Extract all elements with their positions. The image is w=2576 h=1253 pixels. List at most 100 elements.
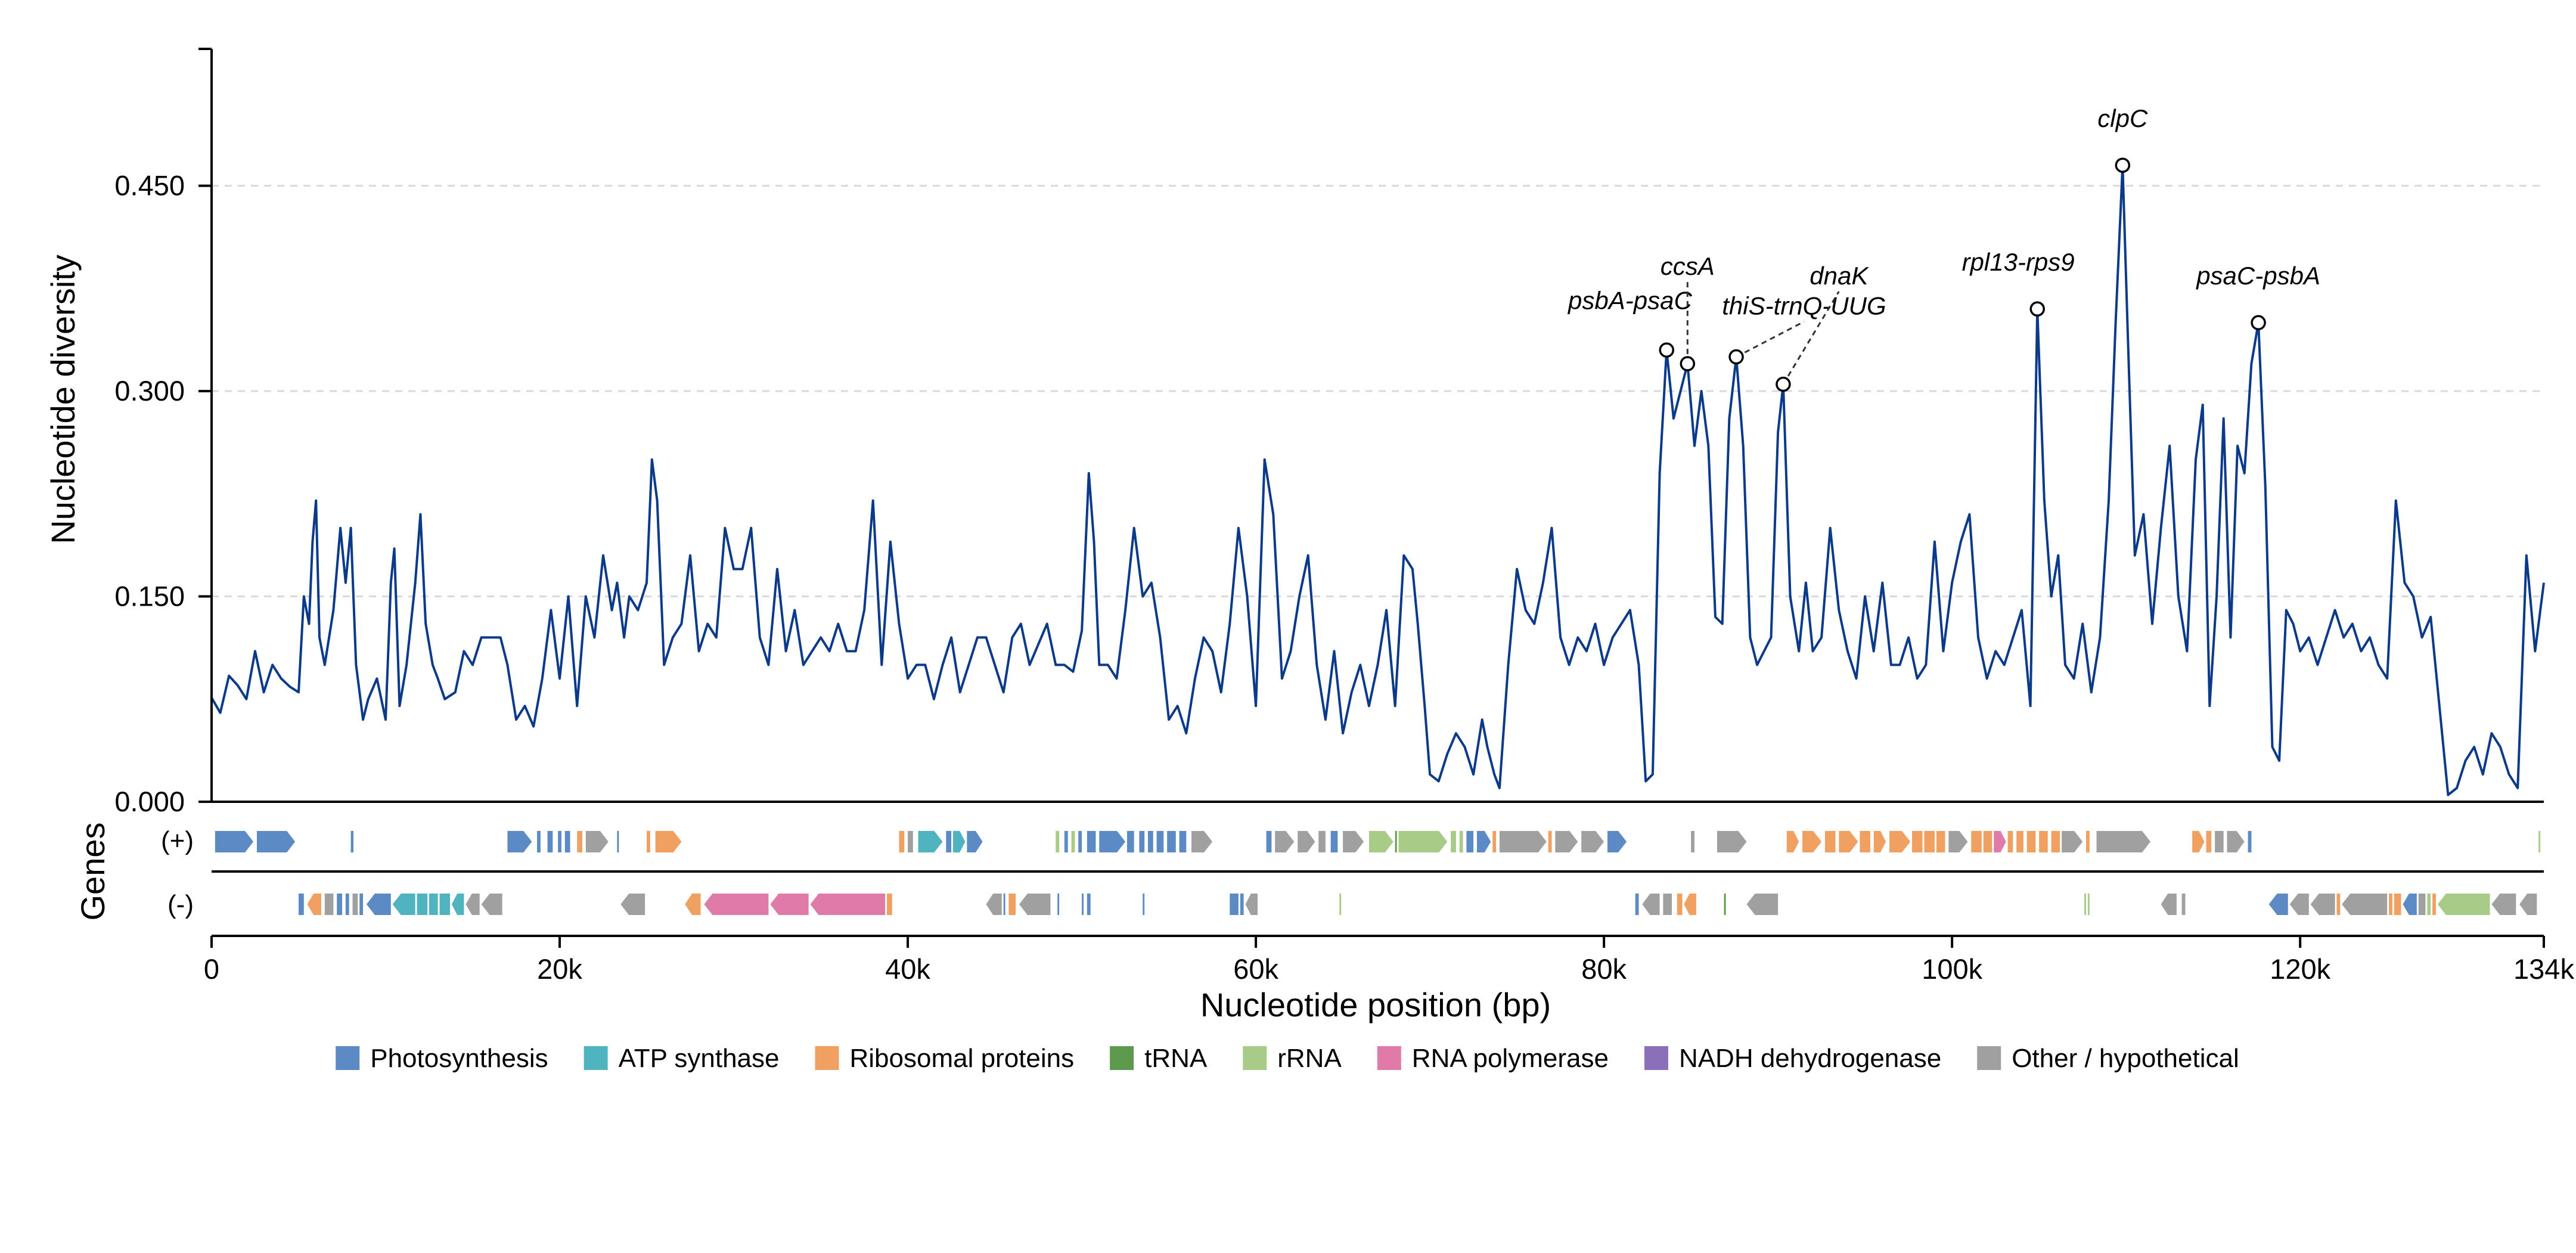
gene-block-ribo (1983, 831, 1992, 852)
gene-block-ribo (2206, 831, 2212, 852)
x-tick-label: 20k (537, 953, 582, 985)
gene-block-rnap (770, 894, 809, 915)
gene-block-photo (507, 831, 532, 852)
gene-block-ribo (2336, 894, 2341, 915)
gene-block-other (1691, 831, 1694, 852)
gene-block-other (324, 894, 334, 915)
gene-block-other (465, 894, 480, 915)
x-axis-title: Nucleotide position (bp) (1200, 986, 1551, 1024)
gene-block-photo (1230, 894, 1239, 915)
minus-strand-label: (-) (167, 890, 194, 919)
peak-marker (2251, 315, 2266, 331)
x-tick-label: 60k (1233, 953, 1278, 985)
gene-block-ribo (1924, 831, 1935, 852)
gene-block-other (1555, 831, 1578, 852)
gene-block-photo (558, 831, 561, 852)
gene-block-other (1642, 894, 1660, 915)
legend-label: Ribosomal proteins (849, 1044, 1074, 1073)
gene-block-photo (564, 831, 570, 852)
gene-block-rrna (2538, 831, 2541, 852)
gene-block-other (1019, 894, 1051, 915)
gene-block-photo (1064, 831, 1068, 852)
x-tick-label: 100k (1922, 953, 1982, 985)
gene-block-other (2227, 831, 2245, 852)
legend-label: ATP synthase (619, 1044, 780, 1073)
gene-block-other (1948, 831, 1968, 852)
gene-block-other (2096, 831, 2151, 852)
legend-label: tRNA (1144, 1044, 1208, 1073)
gene-block-ribo (899, 831, 905, 852)
gene-block-photo (366, 894, 391, 915)
gene-block-atp (417, 894, 428, 915)
gene-block-photo (1087, 831, 1096, 852)
grid-lines (212, 185, 2544, 598)
peak-label: thiS-trnQ-UUG (1722, 291, 1886, 320)
gene-block-photo (1266, 831, 1272, 852)
gene-block-photo (946, 831, 952, 852)
gene-block-photo (1240, 894, 1244, 915)
gene-block-photo (547, 831, 553, 852)
gene-block-other (1245, 894, 1258, 915)
gene-block-photo (1003, 894, 1005, 915)
gene-block-atp (451, 894, 464, 915)
gene-block-rrna (1368, 831, 1393, 852)
gene-block-other (585, 831, 609, 852)
gene-block-photo (256, 831, 296, 852)
gene-block-ribo (2432, 894, 2436, 915)
y-tick-label: 0.300 (114, 375, 185, 407)
x-tick-label: 120k (2270, 953, 2330, 985)
gene-block-other (1275, 831, 1295, 852)
legend-label: Photosynthesis (370, 1044, 548, 1073)
gene-block-photo (617, 831, 619, 852)
gene-block-ribo (685, 894, 701, 915)
x-axis: 0 20k 40k 60k 80k 100k 120k 134k (204, 935, 2574, 985)
gene-block-ribo (887, 894, 892, 915)
gene-block-other (2491, 894, 2516, 915)
gene-block-other (481, 894, 502, 915)
peak-label: ccsA (1661, 252, 1715, 280)
peak-marker (2029, 301, 2045, 317)
gene-block-photo (1078, 831, 1082, 852)
gene-block-ribo (2389, 894, 2392, 915)
legend-label: RNA polymerase (1412, 1044, 1609, 1073)
gene-block-ribo (1802, 831, 1822, 852)
gene-block-atp (952, 831, 966, 852)
gene-block-ribo (1548, 831, 1552, 852)
legend-swatch (815, 1046, 839, 1070)
gene-block-ribo (1971, 831, 1982, 852)
gene-block-ribo (1873, 831, 1886, 852)
gene-block-photo (1139, 831, 1145, 852)
gene-block-photo (337, 894, 343, 915)
x-tick-label: 134k (2513, 953, 2574, 985)
peak-marker (1659, 342, 1674, 358)
gene-block-ribo (1677, 894, 1683, 915)
gene-block-other (2161, 894, 2177, 915)
gene-block-other (1318, 831, 1326, 852)
gene-block-other (1663, 894, 1672, 915)
gene-block-photo (1057, 894, 1060, 915)
y-tick-label: 0.000 (114, 786, 185, 817)
gene-block-ribo (2026, 831, 2036, 852)
gene-block-photo (1148, 831, 1153, 852)
gene-block-other (2289, 894, 2309, 915)
gene-block-photo (1179, 831, 1187, 852)
gene-block-photo (1466, 831, 1474, 852)
gene-block-rrna (1459, 831, 1463, 852)
gene-block-photo (1635, 894, 1639, 915)
legend-swatch (336, 1046, 360, 1070)
plus-strand-label: (+) (161, 826, 194, 855)
y-axis-title: Nucleotide diversity (44, 255, 82, 544)
gene-block-ribo (1786, 831, 1799, 852)
gene-block-rnap (704, 894, 769, 915)
legend-swatch (1977, 1046, 2001, 1070)
gene-block-photo (2248, 831, 2252, 852)
gene-track-title: Genes (74, 823, 111, 921)
y-tick-label: 0.450 (114, 170, 185, 201)
gene-block-atp (439, 894, 451, 915)
gene-block-photo (2268, 894, 2288, 915)
gene-block-rrna (1339, 894, 1342, 915)
gene-block-ribo (1684, 894, 1696, 915)
legend-swatch (1644, 1046, 1668, 1070)
gene-block-atp (392, 894, 415, 915)
